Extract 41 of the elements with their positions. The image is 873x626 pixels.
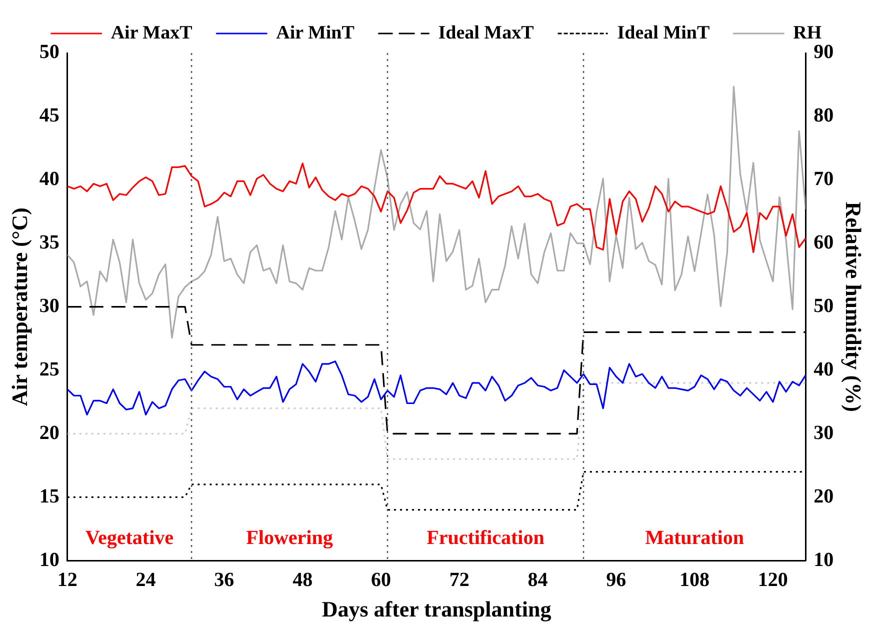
y-tick-label: 25 — [39, 358, 60, 380]
x-tick-label: 60 — [370, 568, 391, 591]
annotation: Flowering — [246, 526, 333, 549]
legend-label: Ideal MaxT — [438, 22, 534, 44]
x-tick-label: 84 — [528, 568, 548, 591]
y-tick-label: 30 — [39, 294, 60, 317]
y-tick-label: 15 — [39, 485, 60, 508]
y-tick-label: 20 — [39, 422, 60, 444]
line-series — [67, 382, 806, 460]
y2-tick-label: 50 — [814, 294, 834, 317]
x-tick-label: 108 — [680, 568, 710, 591]
y2-tick-label: 10 — [814, 548, 834, 571]
y2-tick-label: 30 — [814, 422, 834, 444]
y2-axis-title: Relative humidity (%) — [841, 202, 866, 412]
legend-label: Ideal MinT — [617, 22, 710, 44]
y-tick-label: 10 — [39, 548, 60, 571]
x-tick-label: 96 — [606, 568, 626, 591]
y2-tick-label: 20 — [814, 485, 834, 508]
legend-label: Air MaxT — [110, 22, 193, 44]
x-tick-label: 120 — [758, 568, 788, 591]
x-tick-label: 48 — [292, 568, 313, 591]
x-tick-label: 12 — [57, 568, 78, 591]
y-tick-label: 40 — [39, 168, 60, 190]
y2-tick-label: 90 — [814, 41, 834, 64]
y-tick-label: 45 — [39, 104, 60, 127]
x-tick-label: 36 — [214, 568, 234, 591]
x-axis-title: Days after transplanting — [322, 596, 552, 622]
y-tick-label: 35 — [39, 232, 60, 254]
y2-tick-label: 40 — [814, 358, 834, 380]
x-tick-label: 24 — [136, 568, 156, 591]
y-axis-title: Air temperature (°C) — [6, 208, 32, 406]
legend-label: RH — [793, 22, 822, 44]
x-tick-label: 72 — [449, 568, 470, 591]
y-tick-label: 50 — [39, 41, 60, 64]
legend-label: Air MinT — [276, 22, 355, 44]
annotation: Vegetative — [85, 526, 174, 549]
annotation: Fructification — [426, 526, 544, 549]
y2-tick-label: 60 — [814, 232, 834, 254]
annotation: Maturation — [645, 526, 744, 549]
y2-tick-label: 80 — [814, 104, 834, 127]
y2-tick-label: 70 — [814, 168, 834, 190]
